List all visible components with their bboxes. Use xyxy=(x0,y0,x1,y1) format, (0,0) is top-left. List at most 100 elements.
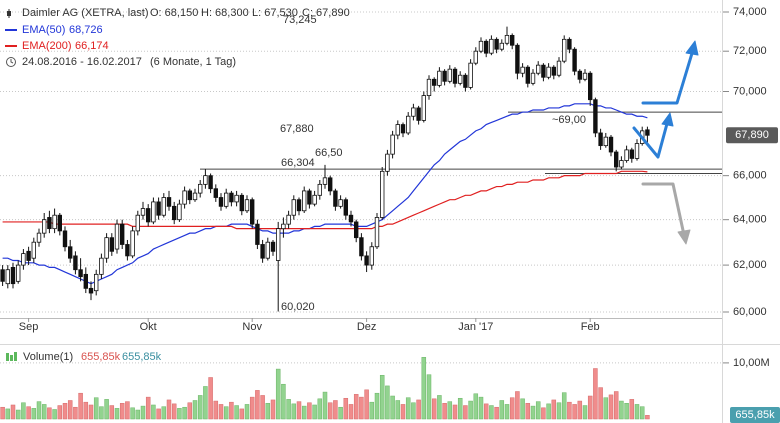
candle-body xyxy=(400,124,406,134)
volume-bar xyxy=(255,390,260,420)
volume-bar xyxy=(5,408,11,420)
volume-bar xyxy=(187,402,193,420)
volume-bar xyxy=(218,404,224,420)
volume-bar xyxy=(234,405,239,420)
volume-bar xyxy=(67,400,73,420)
volume-bar xyxy=(442,403,447,420)
volume-bar xyxy=(281,383,286,420)
candle-body xyxy=(530,72,536,84)
candle-body xyxy=(140,208,146,216)
volume-bar xyxy=(223,406,229,420)
candle-body xyxy=(327,177,333,192)
volume-bar xyxy=(385,385,390,420)
volume-bar xyxy=(624,403,629,420)
volume-bar xyxy=(567,401,572,420)
volume-bar xyxy=(109,405,115,420)
volume-bar xyxy=(312,404,317,420)
volume-bar xyxy=(629,399,635,420)
grid-layer xyxy=(0,11,722,364)
candle-body xyxy=(255,223,260,245)
volume-bar xyxy=(171,403,177,420)
candle-body xyxy=(156,201,161,216)
y-tick-label: 10,00M xyxy=(733,357,770,369)
volume-bar xyxy=(483,403,489,420)
volume-bar xyxy=(213,400,219,420)
candle-body xyxy=(546,66,551,78)
x-tick-label: Okt xyxy=(140,321,157,333)
legend-ohlc: O: 68,150 xyxy=(150,7,198,19)
volume-bar xyxy=(359,396,364,420)
volume-bar xyxy=(317,398,323,420)
arrow-head xyxy=(661,112,674,127)
volume-bar xyxy=(546,403,551,420)
candle-body xyxy=(0,269,5,282)
volume-value: 655,85k xyxy=(81,351,121,363)
ema-line xyxy=(2,103,648,285)
volume-bar xyxy=(499,400,505,420)
arrow xyxy=(641,182,686,237)
candle-body xyxy=(619,160,624,168)
volume-bar xyxy=(520,398,525,420)
arrow-head xyxy=(677,229,691,245)
candle-body xyxy=(275,228,281,261)
volume-bar xyxy=(437,395,442,420)
candle-body xyxy=(338,199,343,207)
candle-body xyxy=(608,136,614,153)
volume-bar xyxy=(93,397,99,420)
candle-body xyxy=(411,107,416,117)
volume-bar xyxy=(151,404,156,420)
volume-value: 655,85k xyxy=(122,351,162,363)
legend-icon xyxy=(7,11,11,16)
volume-bar xyxy=(353,394,359,420)
volume-bar xyxy=(603,397,609,420)
candle-body xyxy=(286,214,291,225)
period: (6 Monate, 1 Tag) xyxy=(150,56,236,68)
volume-bar xyxy=(41,404,47,420)
candle-body xyxy=(281,223,286,230)
candle-body xyxy=(52,214,57,230)
volume-bar xyxy=(307,402,312,420)
y-tick-label: 66,000 xyxy=(733,170,767,182)
volume-bar xyxy=(582,405,588,420)
candle-body xyxy=(457,74,463,84)
volume-bar xyxy=(509,397,515,420)
candle-body xyxy=(171,205,177,221)
candle-body xyxy=(614,151,619,168)
volume-bar xyxy=(203,386,208,420)
candle-body xyxy=(567,38,572,50)
candle-body xyxy=(177,203,182,221)
legend-value: 68,726 xyxy=(69,24,103,36)
volume-bar xyxy=(104,399,109,420)
candle-body xyxy=(463,74,468,88)
candle-body xyxy=(187,190,192,201)
candle-body xyxy=(343,199,348,216)
volume-bar xyxy=(468,400,473,420)
volume-bar xyxy=(525,403,531,420)
y-tick-label: 64,000 xyxy=(733,214,767,226)
candle-body xyxy=(47,217,52,230)
annotation: 66,304 xyxy=(281,157,315,169)
candle-body xyxy=(62,230,68,248)
volume-bar xyxy=(244,404,250,420)
y-tick-label: 62,000 xyxy=(733,259,767,271)
legend-label: EMA(50) xyxy=(22,24,65,36)
volume-bar xyxy=(21,402,26,420)
volume-bar xyxy=(634,404,640,420)
volume-bar xyxy=(0,406,5,420)
legend-ohlc: L: 67,530 xyxy=(252,7,298,19)
candle-body xyxy=(192,192,198,201)
volume-bar xyxy=(301,405,307,420)
legend-value: 66,174 xyxy=(75,40,109,52)
arrow xyxy=(641,48,695,105)
candle-body xyxy=(452,68,458,84)
candle-body xyxy=(390,134,395,155)
volume-bar xyxy=(145,396,151,420)
x-tick-label: Nov xyxy=(242,321,262,333)
volume-bar xyxy=(447,401,453,420)
volume-bar xyxy=(390,395,395,420)
candle-body xyxy=(36,232,42,243)
candle-body xyxy=(125,244,130,257)
volume-bar xyxy=(275,368,281,420)
